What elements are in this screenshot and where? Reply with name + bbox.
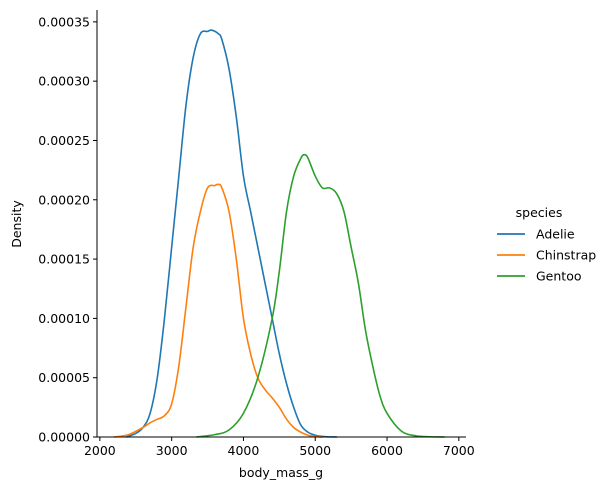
y-tick-label: 0.00010 (38, 311, 90, 326)
series-line-chinstrap (113, 183, 324, 438)
y-tick-label: 0.00020 (38, 192, 90, 207)
y-axis-label: Density (9, 200, 24, 248)
x-axis-ticks: 2000 3000 4000 5000 6000 7000 (84, 437, 475, 458)
legend: species Adelie Chinstrap Gentoo (497, 205, 596, 284)
legend-label-gentoo: Gentoo (536, 269, 582, 284)
series-line-adelie (125, 29, 338, 438)
y-tick-label: 0.00035 (38, 14, 90, 29)
plot-area (113, 29, 446, 438)
x-tick-label: 4000 (228, 443, 260, 458)
x-tick-label: 3000 (156, 443, 188, 458)
x-axis-label: body_mass_g (239, 465, 323, 480)
series-line-gentoo (195, 153, 446, 438)
y-axis-ticks: 0.00000 0.00005 0.00010 0.00015 0.00020 0.000… (38, 14, 97, 445)
y-tick-label: 0.00030 (38, 74, 90, 89)
y-tick-label: 0.00005 (38, 370, 90, 385)
y-tick-label: 0.00025 (38, 133, 90, 148)
x-tick-label: 5000 (299, 443, 331, 458)
x-tick-label: 6000 (371, 443, 403, 458)
x-tick-label: 2000 (84, 443, 116, 458)
y-tick-label: 0.00000 (38, 430, 90, 445)
legend-title: species (516, 205, 563, 220)
legend-label-chinstrap: Chinstrap (536, 248, 596, 263)
x-tick-label: 7000 (443, 443, 475, 458)
y-tick-label: 0.00015 (38, 252, 90, 267)
legend-label-adelie: Adelie (536, 227, 575, 242)
